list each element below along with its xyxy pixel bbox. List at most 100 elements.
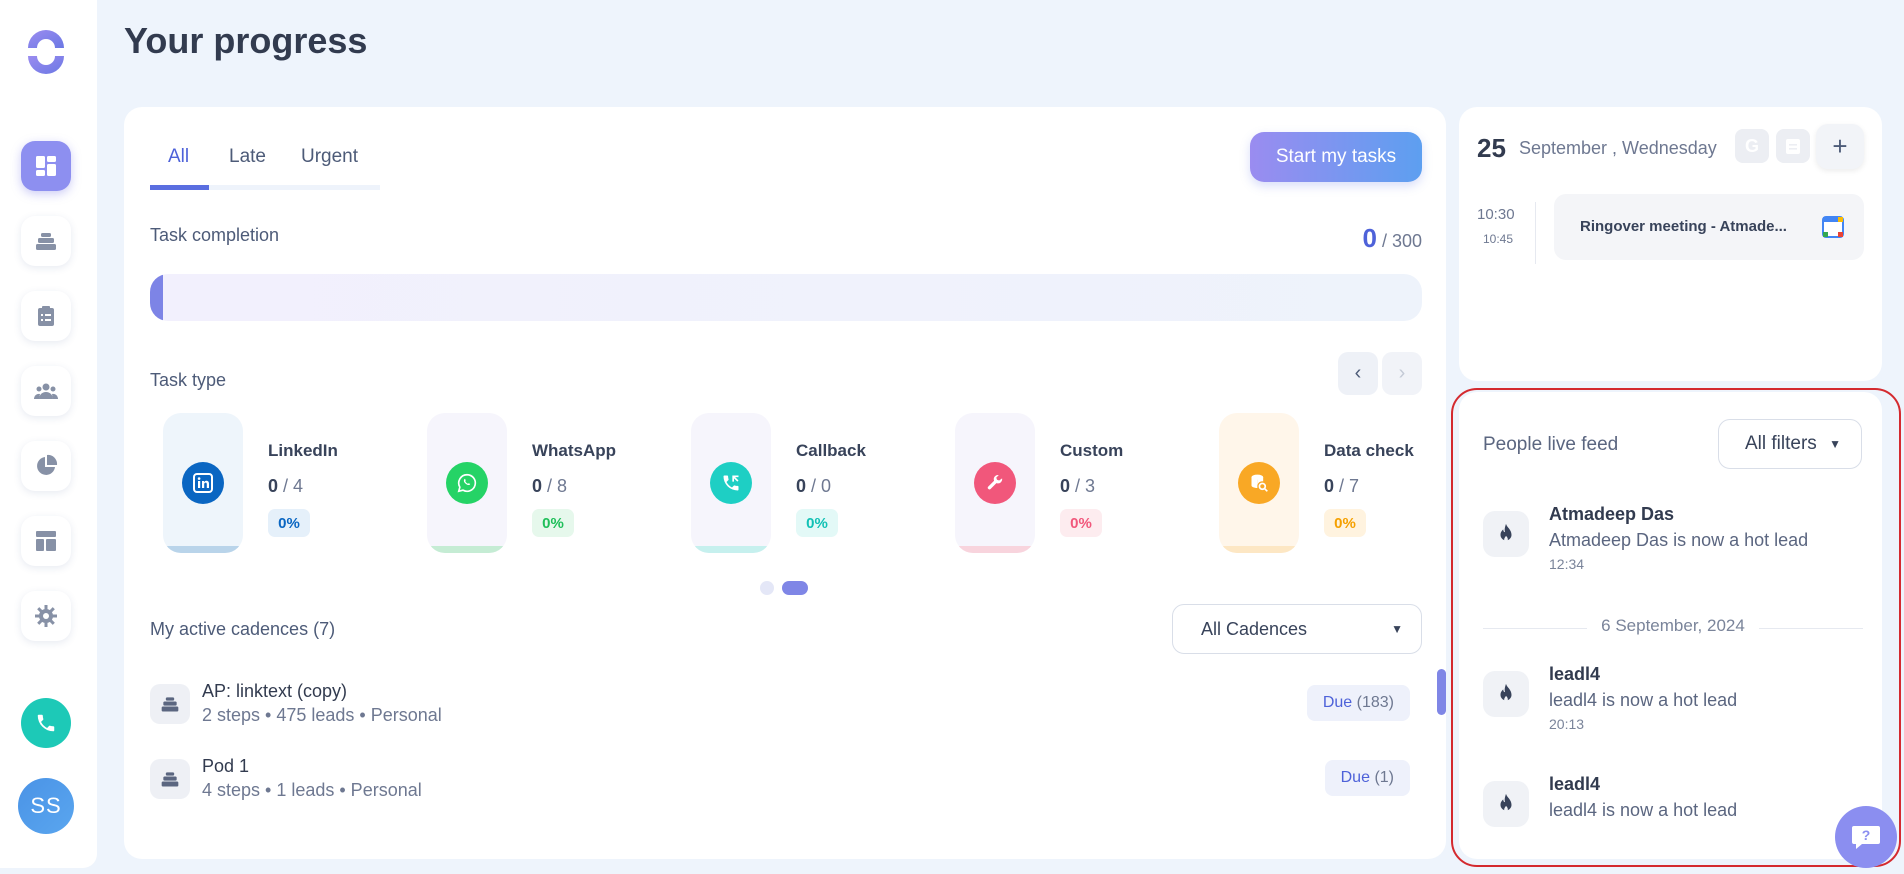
phone-icon — [37, 714, 55, 732]
event-title: Ringover meeting - Atmade... — [1580, 218, 1787, 235]
cadence-meta: 2 steps • 475 leads • Personal — [202, 705, 442, 725]
task-type-percent: 0% — [532, 509, 574, 537]
feed-lead-name[interactable]: leadl4 — [1549, 664, 1601, 684]
active-tab-indicator — [150, 185, 209, 190]
chevron-left-icon: ‹ — [1354, 362, 1362, 384]
due-button[interactable]: Due (1) — [1324, 760, 1410, 796]
google-calendar-sync-icon[interactable]: G — [1735, 129, 1769, 163]
feed-item[interactable]: Atmadeep Das Atmadeep Das is now a hot l… — [1483, 504, 1863, 584]
tab-late[interactable]: Late — [229, 146, 266, 167]
cadence-stack-icon — [150, 684, 190, 724]
call-button[interactable] — [21, 698, 71, 748]
cadence-filter-select[interactable]: All Cadences ▼ — [1172, 604, 1422, 654]
event-end-time: 10:45 — [1483, 232, 1514, 246]
feed-lead-name[interactable]: leadl4 — [1549, 774, 1601, 794]
task-type-callback[interactable]: Callback 0 / 0 0% — [691, 413, 941, 553]
task-type-prev-button[interactable]: ‹ — [1338, 352, 1378, 395]
linkedin-icon — [182, 462, 224, 504]
active-cadences-label: My active cadences (7) — [150, 619, 336, 639]
task-type-percent: 0% — [1324, 509, 1366, 537]
settings-gear-icon — [35, 605, 57, 627]
tab-urgent[interactable]: Urgent — [301, 146, 359, 167]
task-type-count: 0 / 7 — [1324, 476, 1360, 496]
cadence-stack-icon — [150, 759, 190, 799]
cadence-row[interactable]: Pod 1 4 steps • 1 leads • Personal Due (… — [150, 756, 1422, 808]
carousel-dot-active[interactable] — [782, 581, 808, 595]
dashboard-icon — [36, 156, 56, 176]
feed-time: 20:13 — [1549, 716, 1585, 732]
event-start-time: 10:30 — [1477, 206, 1515, 223]
task-type-data-check[interactable]: Data check 0 / 7 0% — [1219, 413, 1469, 553]
google-calendar-icon — [1822, 216, 1844, 238]
cadence-meta: 4 steps • 1 leads • Personal — [202, 780, 422, 800]
help-question-icon: ? — [1852, 826, 1880, 849]
plus-icon: + — [1832, 131, 1848, 161]
help-chat-button[interactable]: ? — [1835, 806, 1897, 868]
cadence-name[interactable]: Pod 1 — [202, 756, 250, 776]
feed-item[interactable]: leadl4 leadl4 is now a hot lead 20:13 — [1483, 664, 1863, 744]
feed-message: leadl4 is now a hot lead — [1549, 690, 1738, 710]
timeline-divider — [1535, 202, 1536, 264]
feed-time: 12:34 — [1549, 556, 1585, 572]
task-type-name: LinkedIn — [268, 441, 338, 460]
task-type-name: Data check — [1324, 441, 1414, 460]
task-type-name: Callback — [796, 441, 866, 460]
task-type-custom[interactable]: Custom 0 / 3 0% — [955, 413, 1205, 553]
completed-count: 0 — [1362, 223, 1377, 253]
sidebar: SS — [0, 0, 97, 868]
feed-title: People live feed — [1483, 434, 1619, 455]
sidebar-item-cadences[interactable] — [21, 216, 71, 266]
feed-item[interactable]: leadl4 leadl4 is now a hot lead — [1483, 774, 1863, 854]
completion-progress-fill — [150, 274, 163, 321]
people-icon — [34, 383, 58, 399]
task-type-whatsapp[interactable]: WhatsApp 0 / 8 0% — [427, 413, 677, 553]
app-logo[interactable] — [22, 28, 70, 76]
sidebar-item-people[interactable] — [21, 366, 71, 416]
feed-message: Atmadeep Das is now a hot lead — [1549, 530, 1809, 550]
start-tasks-button[interactable]: Start my tasks — [1250, 132, 1422, 182]
user-avatar[interactable]: SS — [18, 778, 74, 834]
cadence-row[interactable]: AP: linktext (copy) 2 steps • 475 leads … — [150, 681, 1422, 733]
templates-icon — [36, 531, 56, 551]
scrollbar-thumb[interactable] — [1437, 669, 1446, 715]
chevron-right-icon: › — [1398, 362, 1406, 384]
sidebar-item-templates[interactable] — [21, 516, 71, 566]
tasks-card: All Late Urgent Start my tasks Task comp… — [124, 107, 1446, 859]
task-type-count: 0 / 0 — [796, 476, 832, 496]
task-type-linkedin[interactable]: LinkedIn 0 / 4 0% — [163, 413, 413, 553]
task-type-percent: 0% — [796, 509, 838, 537]
task-completion-label: Task completion — [150, 225, 280, 245]
sidebar-item-analytics[interactable] — [21, 441, 71, 491]
sidebar-item-dashboard[interactable] — [21, 141, 71, 191]
task-type-name: WhatsApp — [532, 441, 617, 460]
task-completion-count: 0 / 300 — [1362, 223, 1422, 254]
task-type-count: 0 / 4 — [268, 476, 304, 496]
fire-icon — [1483, 511, 1529, 557]
feed-filter-value: All filters — [1745, 433, 1817, 454]
svg-text:?: ? — [1862, 827, 1871, 843]
calendar-notes-icon[interactable] — [1776, 129, 1810, 163]
task-type-next-button[interactable]: › — [1382, 352, 1422, 395]
task-type-pill — [691, 413, 771, 553]
task-type-percent: 0% — [1060, 509, 1102, 537]
tasks-clipboard-icon — [38, 306, 54, 326]
add-event-button[interactable]: + — [1816, 124, 1864, 169]
callback-phone-icon — [710, 462, 752, 504]
feed-filter-select[interactable]: All filters ▼ — [1718, 419, 1862, 469]
sidebar-item-tasks[interactable] — [21, 291, 71, 341]
caret-down-icon: ▼ — [1391, 622, 1403, 636]
whatsapp-icon — [446, 462, 488, 504]
task-type-pill — [1219, 413, 1299, 553]
fire-icon — [1483, 671, 1529, 717]
due-button[interactable]: Due (183) — [1306, 685, 1410, 721]
cadence-name[interactable]: AP: linktext (copy) — [202, 681, 348, 701]
sidebar-item-settings[interactable] — [21, 591, 71, 641]
people-live-feed-card: People live feed All filters ▼ Atmadeep … — [1459, 392, 1882, 859]
feed-lead-name[interactable]: Atmadeep Das — [1549, 504, 1675, 524]
page-title: Your progress — [124, 20, 368, 61]
carousel-dot[interactable] — [760, 581, 774, 595]
tab-all[interactable]: All — [168, 146, 190, 167]
calendar-event[interactable]: Ringover meeting - Atmade... — [1554, 194, 1864, 260]
caret-down-icon: ▼ — [1829, 437, 1841, 451]
task-type-pill — [955, 413, 1035, 553]
